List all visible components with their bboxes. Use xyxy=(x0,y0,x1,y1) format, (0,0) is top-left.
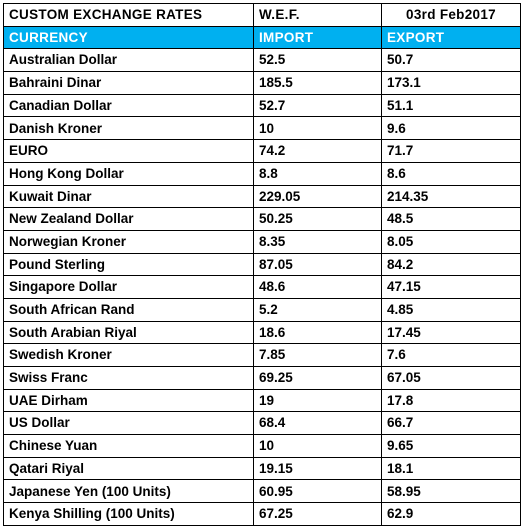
export-rate-cell: 17.8 xyxy=(381,388,521,413)
table-row: Norwegian Kroner 8.35 8.05 xyxy=(3,229,521,254)
export-rate-cell: 67.05 xyxy=(381,366,521,390)
currency-cell: Danish Kroner xyxy=(3,116,254,141)
table-row: Singapore Dollar 48.6 47.15 xyxy=(3,275,521,299)
import-rate-cell: 5.2 xyxy=(253,297,382,322)
import-rate-cell: 60.95 xyxy=(253,479,382,504)
effective-date: 03rd Feb2017 xyxy=(381,3,521,27)
import-rate-cell: 50.25 xyxy=(253,207,382,231)
import-rate-cell: 18.6 xyxy=(253,320,382,345)
currency-cell: New Zealand Dollar xyxy=(3,207,254,231)
export-rate-cell: 58.95 xyxy=(381,479,521,504)
table-row: Qatari Riyal 19.15 18.1 xyxy=(3,456,521,481)
currency-cell: Singapore Dollar xyxy=(3,275,254,299)
currency-cell: UAE Dirham xyxy=(3,388,254,413)
export-rate-cell: 9.6 xyxy=(381,116,521,141)
import-rate-cell: 67.25 xyxy=(253,502,382,526)
wef-label: W.E.F. xyxy=(253,3,382,27)
currency-cell: Canadian Dollar xyxy=(3,93,254,118)
export-rate-cell: 7.6 xyxy=(381,343,521,367)
import-rate-cell: 8.8 xyxy=(253,161,382,186)
table-row: EURO 74.2 71.7 xyxy=(3,139,521,163)
export-rate-cell: 4.85 xyxy=(381,297,521,322)
currency-cell: Hong Kong Dollar xyxy=(3,161,254,186)
import-rate-cell: 68.4 xyxy=(253,411,382,436)
import-rate-cell: 8.35 xyxy=(253,229,382,254)
currency-cell: Qatari Riyal xyxy=(3,456,254,481)
export-rate-cell: 17.45 xyxy=(381,320,521,345)
export-rate-cell: 50.7 xyxy=(381,48,521,73)
table-row: Kenya Shilling (100 Units) 67.25 62.9 xyxy=(3,502,521,526)
currency-cell: South Arabian Riyal xyxy=(3,320,254,345)
exchange-rates-table: CUSTOM EXCHANGE RATES W.E.F. 03rd Feb201… xyxy=(3,3,521,526)
table-row: Kuwait Dinar 229.05 214.35 xyxy=(3,184,521,209)
import-rate-cell: 48.6 xyxy=(253,275,382,299)
currency-cell: Japanese Yen (100 Units) xyxy=(3,479,254,504)
import-rate-cell: 52.5 xyxy=(253,48,382,73)
export-rate-cell: 173.1 xyxy=(381,71,521,95)
import-rate-cell: 7.85 xyxy=(253,343,382,367)
table-row: Chinese Yuan 10 9.65 xyxy=(3,434,521,458)
export-rate-cell: 71.7 xyxy=(381,139,521,163)
currency-cell: South African Rand xyxy=(3,297,254,322)
import-rate-cell: 10 xyxy=(253,116,382,141)
currency-cell: Bahraini Dinar xyxy=(3,71,254,95)
currency-cell: Kuwait Dinar xyxy=(3,184,254,209)
table-row: Australian Dollar 52.5 50.7 xyxy=(3,48,521,73)
export-rate-cell: 8.05 xyxy=(381,229,521,254)
currency-cell: Swiss Franc xyxy=(3,366,254,390)
currency-cell: EURO xyxy=(3,139,254,163)
table-row: UAE Dirham 19 17.8 xyxy=(3,388,521,413)
import-rate-cell: 229.05 xyxy=(253,184,382,209)
export-rate-cell: 62.9 xyxy=(381,502,521,526)
table-title: CUSTOM EXCHANGE RATES xyxy=(3,3,254,27)
table-row: Bahraini Dinar 185.5 173.1 xyxy=(3,71,521,95)
currency-cell: Norwegian Kroner xyxy=(3,229,254,254)
table-row: South African Rand 5.2 4.85 xyxy=(3,297,521,322)
import-rate-cell: 52.7 xyxy=(253,93,382,118)
import-rate-cell: 69.25 xyxy=(253,366,382,390)
currency-cell: US Dollar xyxy=(3,411,254,436)
export-rate-cell: 51.1 xyxy=(381,93,521,118)
import-rate-cell: 74.2 xyxy=(253,139,382,163)
export-rate-cell: 9.65 xyxy=(381,434,521,458)
column-header-currency: CURRENCY xyxy=(3,25,254,50)
column-header-export: EXPORT xyxy=(381,25,521,50)
currency-cell: Chinese Yuan xyxy=(3,434,254,458)
table-row: South Arabian Riyal 18.6 17.45 xyxy=(3,320,521,345)
exchange-rates-body: CUSTOM EXCHANGE RATES W.E.F. 03rd Feb201… xyxy=(3,3,521,526)
export-rate-cell: 84.2 xyxy=(381,252,521,277)
table-row: Danish Kroner 10 9.6 xyxy=(3,116,521,141)
table-row: Swiss Franc 69.25 67.05 xyxy=(3,366,521,390)
table-row: Pound Sterling 87.05 84.2 xyxy=(3,252,521,277)
export-rate-cell: 18.1 xyxy=(381,456,521,481)
table-row: Swedish Kroner 7.85 7.6 xyxy=(3,343,521,367)
import-rate-cell: 87.05 xyxy=(253,252,382,277)
import-rate-cell: 19.15 xyxy=(253,456,382,481)
table-row: US Dollar 68.4 66.7 xyxy=(3,411,521,436)
table-row: Japanese Yen (100 Units) 60.95 58.95 xyxy=(3,479,521,504)
export-rate-cell: 66.7 xyxy=(381,411,521,436)
column-header-import: IMPORT xyxy=(253,25,382,50)
table-row: Hong Kong Dollar 8.8 8.6 xyxy=(3,161,521,186)
table-row: New Zealand Dollar 50.25 48.5 xyxy=(3,207,521,231)
currency-cell: Australian Dollar xyxy=(3,48,254,73)
export-rate-cell: 214.35 xyxy=(381,184,521,209)
table-row: Canadian Dollar 52.7 51.1 xyxy=(3,93,521,118)
currency-cell: Kenya Shilling (100 Units) xyxy=(3,502,254,526)
title-row: CUSTOM EXCHANGE RATES W.E.F. 03rd Feb201… xyxy=(3,3,521,27)
currency-cell: Pound Sterling xyxy=(3,252,254,277)
import-rate-cell: 19 xyxy=(253,388,382,413)
export-rate-cell: 8.6 xyxy=(381,161,521,186)
currency-cell: Swedish Kroner xyxy=(3,343,254,367)
column-header-row: CURRENCY IMPORT EXPORT xyxy=(3,25,521,50)
import-rate-cell: 10 xyxy=(253,434,382,458)
export-rate-cell: 48.5 xyxy=(381,207,521,231)
import-rate-cell: 185.5 xyxy=(253,71,382,95)
export-rate-cell: 47.15 xyxy=(381,275,521,299)
